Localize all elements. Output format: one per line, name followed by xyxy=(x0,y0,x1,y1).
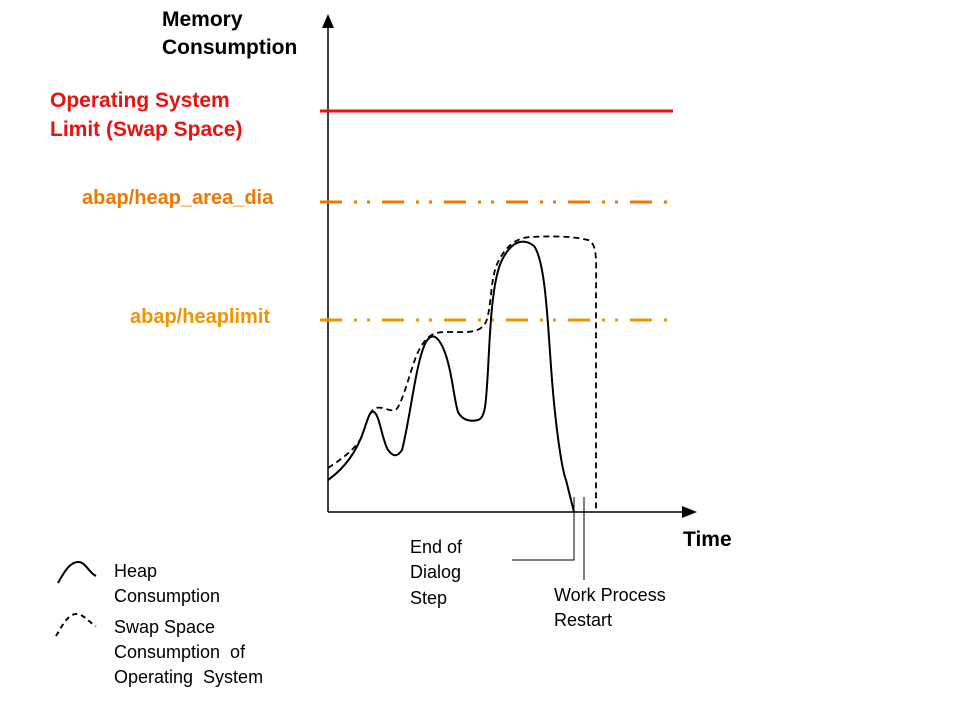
legend-heap-label-line1: Heap xyxy=(114,561,158,581)
restart-label-line1: Work Process xyxy=(554,585,666,605)
end-dialog-label-line3: Step xyxy=(410,588,448,608)
x-axis-arrowhead xyxy=(682,506,697,518)
restart-label-line2: Restart xyxy=(554,610,613,630)
end-dialog-label-line2: Dialog xyxy=(410,562,462,582)
y-axis-arrowhead xyxy=(322,14,334,28)
heaplimit-label: abap/heaplimit xyxy=(130,306,271,328)
legend-heap-icon xyxy=(57,560,97,584)
y-axis-title-line1: Memory xyxy=(162,8,243,31)
heap-consumption-curve xyxy=(327,240,575,513)
os-limit-label-line2: Limit (Swap Space) xyxy=(50,118,243,141)
legend-swap-label-line1: Swap Space xyxy=(114,617,216,637)
legend-swap-label-line2: Consumption of xyxy=(114,642,246,662)
legend-swap-icon xyxy=(55,612,97,637)
swap-consumption-curve xyxy=(327,235,598,512)
x-axis-title: Time xyxy=(683,528,732,551)
os-limit-label-line1: Operating System xyxy=(50,89,230,112)
end-dialog-leader xyxy=(512,497,575,561)
y-axis-title-line2: Consumption xyxy=(162,36,298,59)
end-dialog-label-line1: End of xyxy=(410,537,463,557)
heap-area-dia-label: abap/heap_area_dia xyxy=(82,187,274,209)
legend-heap-label-line2: Consumption xyxy=(114,586,221,606)
legend-swap-label-line3: Operating System xyxy=(114,667,264,687)
